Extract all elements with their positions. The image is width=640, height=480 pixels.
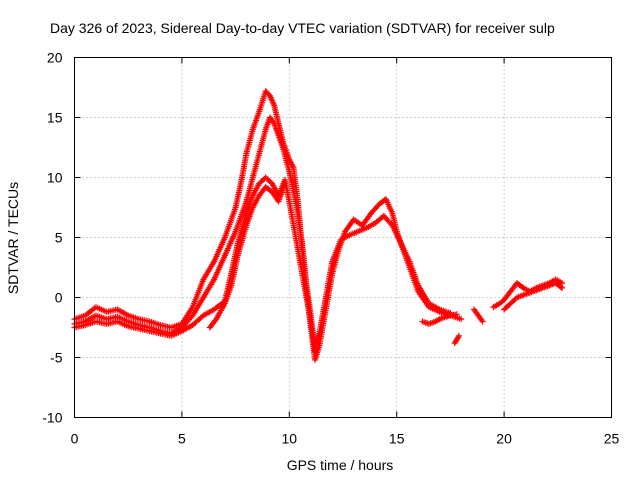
data-point xyxy=(453,311,460,318)
y-tick-label: 0 xyxy=(55,290,63,306)
y-tick-label: -10 xyxy=(42,410,62,426)
data-point xyxy=(316,330,323,337)
x-tick-label: 15 xyxy=(389,431,405,447)
x-axis-label: GPS time / hours xyxy=(287,457,394,473)
y-tick-label: 10 xyxy=(47,170,63,186)
y-tick-label: 15 xyxy=(47,110,63,126)
data-point xyxy=(479,318,486,325)
x-tick-label: 5 xyxy=(178,431,186,447)
data-point-interp xyxy=(388,221,395,228)
x-tick-label: 25 xyxy=(604,431,620,447)
x-tick-label: 10 xyxy=(282,431,298,447)
data-point xyxy=(458,316,465,323)
data-point xyxy=(282,180,289,187)
chart-title: Day 326 of 2023, Sidereal Day-to-day VTE… xyxy=(50,20,555,36)
data-point xyxy=(559,284,566,291)
axis-ticks: 0 5 10 15 20 25 -10 -5 0 5 10 15 20 xyxy=(42,50,619,447)
y-axis-label: SDTVAR / TECUs xyxy=(5,182,21,294)
y-tick-label: 20 xyxy=(47,50,63,66)
x-tick-label: 0 xyxy=(71,431,79,447)
y-tick-label: -5 xyxy=(50,350,63,366)
data-point xyxy=(455,332,462,339)
data-points xyxy=(71,88,566,363)
x-tick-label: 20 xyxy=(496,431,512,447)
y-tick-label: 5 xyxy=(55,230,63,246)
data-point-interp xyxy=(557,283,564,290)
